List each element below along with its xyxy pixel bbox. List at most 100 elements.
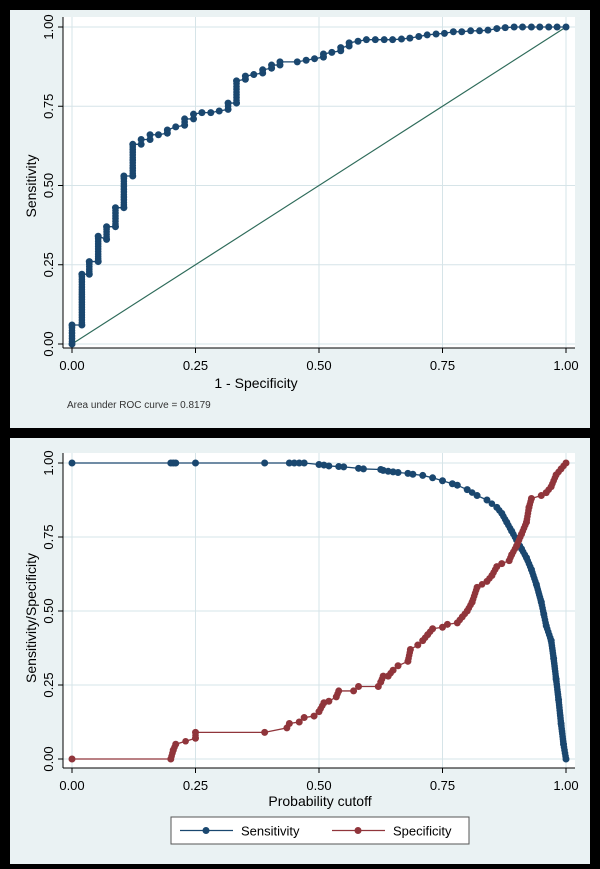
data-point [302, 56, 310, 64]
auc-note: Area under ROC curve = 0.8179 [67, 400, 211, 411]
data-point [562, 755, 570, 763]
data-point [429, 474, 437, 482]
data-point [111, 204, 119, 212]
data-point [137, 136, 145, 144]
data-point [268, 61, 276, 69]
data-point [78, 270, 86, 278]
data-point [362, 36, 370, 44]
data-point [328, 48, 336, 56]
data-point [319, 50, 327, 58]
data-point [355, 682, 363, 690]
data-point [276, 58, 284, 66]
data-point [335, 463, 343, 471]
data-point [295, 718, 303, 726]
data-point [310, 712, 318, 720]
data-point [406, 645, 414, 653]
data-point [293, 58, 301, 66]
data-point [371, 36, 379, 44]
data-point [409, 470, 417, 478]
data-point [519, 23, 527, 31]
data-point [467, 27, 475, 35]
roc-panel: 0.00 0.25 0.50 0.75 1.00 0.00 0.25 0.50 0.75 1.00… [10, 10, 590, 428]
data-point [163, 126, 171, 134]
y-tick-label: 0.25 [41, 252, 56, 277]
data-point [498, 560, 506, 568]
data-point [120, 172, 128, 180]
legend-sensitivity-label: Sensitivity [241, 824, 300, 839]
x-tick-label: 0.00 [59, 358, 84, 373]
data-point [443, 620, 451, 628]
x-axis-title: 1 - Specificity [214, 375, 297, 391]
x-tick-label: 1.00 [553, 778, 578, 793]
data-point [394, 662, 402, 670]
y-tick-label: 0.50 [41, 598, 56, 623]
data-point [468, 489, 476, 496]
data-point [484, 26, 492, 34]
data-point [501, 24, 509, 32]
data-point [483, 496, 491, 504]
data-point [397, 35, 405, 43]
data-point [68, 459, 76, 467]
data-point [423, 31, 431, 39]
data-point [394, 468, 402, 476]
data-point [478, 581, 486, 588]
x-tick-label: 0.25 [183, 778, 208, 793]
data-point [439, 477, 446, 485]
data-point [129, 140, 137, 148]
data-point [389, 36, 397, 44]
cutoff-panel: 0.00 0.25 0.50 0.75 1.00 0.00 0.25 0.50 0.75 1.00… [10, 438, 590, 864]
data-point [415, 33, 423, 41]
y-axis-title: Sensitivity [23, 154, 39, 217]
data-point [224, 99, 232, 107]
data-point [527, 495, 535, 503]
x-tick-label: 0.50 [306, 778, 331, 793]
data-point [233, 77, 241, 85]
data-point [295, 459, 303, 467]
data-point [476, 27, 484, 35]
data-point [432, 30, 440, 38]
data-point [94, 232, 102, 240]
x-axis-title: Probability cutoff [268, 793, 371, 809]
x-tick-label: 1.00 [553, 358, 578, 373]
data-point [259, 66, 267, 74]
data-point [207, 109, 215, 117]
legend-specificity-label: Specificity [393, 824, 452, 839]
data-point [103, 223, 111, 231]
data-point [325, 462, 333, 470]
data-point [181, 115, 189, 123]
data-point [345, 39, 353, 47]
data-point [527, 23, 535, 31]
y-tick-label: 0.25 [41, 672, 56, 697]
data-point [250, 71, 258, 79]
data-point [419, 471, 427, 479]
data-point [192, 459, 199, 467]
y-tick-label: 0.00 [41, 331, 56, 356]
data-point [354, 37, 362, 45]
data-point [380, 36, 388, 44]
data-point [241, 72, 249, 80]
data-point [172, 740, 180, 748]
x-tick-label: 0.00 [59, 778, 84, 793]
data-point [493, 25, 501, 33]
legend-specificity-marker [354, 827, 362, 834]
legend-sensitivity-marker [202, 827, 210, 834]
data-point [562, 23, 570, 31]
data-point [545, 23, 553, 31]
data-point [261, 459, 269, 467]
data-point [406, 34, 414, 42]
data-point [85, 258, 93, 266]
data-point [154, 131, 162, 139]
cutoff-chart: 0.00 0.25 0.50 0.75 1.00 0.00 0.25 0.50 0.75 1.00… [23, 450, 579, 845]
data-point [325, 697, 333, 705]
data-point [359, 465, 367, 473]
data-point [172, 123, 180, 131]
data-point [429, 625, 437, 633]
data-point [198, 109, 206, 117]
data-point [379, 672, 387, 680]
data-point [190, 110, 198, 118]
data-point [285, 719, 293, 727]
x-tick-label: 0.75 [430, 358, 455, 373]
legend: Sensitivity Specificity [170, 816, 470, 845]
data-point [340, 463, 348, 471]
data-point [488, 500, 496, 507]
